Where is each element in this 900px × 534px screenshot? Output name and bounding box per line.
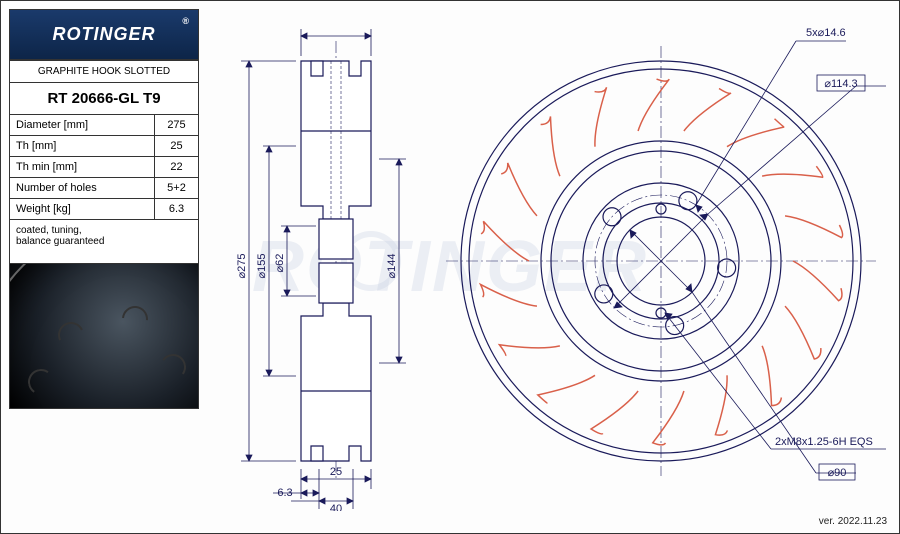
dim-thk: 25 xyxy=(330,466,342,478)
dim-d62: ⌀62 xyxy=(274,254,286,273)
hook-slot xyxy=(538,375,595,403)
spec-note: coated, tuning, balance guaranteed xyxy=(10,220,199,264)
part-number: RT 20666-GL T9 xyxy=(10,83,199,115)
hook-slot xyxy=(499,345,559,356)
spec-value: 6.3 xyxy=(155,199,199,220)
hook-slot-icon xyxy=(54,318,87,351)
spec-row: Weight [kg]6.3 xyxy=(10,199,199,220)
hook-slot xyxy=(595,87,607,146)
hook-slot xyxy=(653,391,684,445)
hook-slot xyxy=(785,216,843,238)
technical-drawing: ⌀275 ⌀155 ⌀62 ⌀144 xyxy=(211,1,900,511)
spec-label: Number of holes xyxy=(10,178,155,199)
spec-row: Number of holes5+2 xyxy=(10,178,199,199)
hook-slot-icon xyxy=(117,301,154,338)
hook-slot xyxy=(591,391,638,434)
dim-d275: ⌀275 xyxy=(236,254,248,279)
spec-label: Diameter [mm] xyxy=(10,115,155,136)
spec-row: Th [mm]25 xyxy=(10,136,199,157)
hook-slot-icon xyxy=(26,367,56,397)
dim-offset: 6.3 xyxy=(277,487,292,499)
hook-slot xyxy=(715,375,727,435)
spec-value: 22 xyxy=(155,157,199,178)
hook-slot-icon xyxy=(158,352,188,382)
brand-logo: ROTINGER ® xyxy=(9,9,199,60)
callout-bore: ⌀90 xyxy=(828,467,847,479)
hook-slot xyxy=(684,89,731,132)
callout-bolt: 5x⌀14.6 xyxy=(806,27,846,39)
hook-slot xyxy=(762,166,823,177)
hook-slot xyxy=(501,163,537,216)
callout-thread: 2xM8x1.25-6H EQS xyxy=(775,436,873,448)
hook-slot xyxy=(727,119,784,147)
spec-label: Th [mm] xyxy=(10,136,155,157)
hook-slot xyxy=(541,116,560,176)
hook-slot xyxy=(481,221,529,261)
spec-panel: ROTINGER ® GRAPHITE HOOK SLOTTED RT 2066… xyxy=(9,9,199,409)
spec-row: Diameter [mm]275 xyxy=(10,115,199,136)
dim-d144: ⌀144 xyxy=(386,254,398,279)
spec-value: 5+2 xyxy=(155,178,199,199)
hook-slot xyxy=(638,79,669,131)
spec-value: 275 xyxy=(155,115,199,136)
version-label: ver. 2022.11.23 xyxy=(819,516,887,527)
dim-d155: ⌀155 xyxy=(256,254,268,279)
spec-table: GRAPHITE HOOK SLOTTED RT 20666-GL T9 Dia… xyxy=(9,60,199,264)
spec-row: Th min [mm]22 xyxy=(10,157,199,178)
dim-hat: 40 xyxy=(330,503,342,511)
callout-pcd: ⌀114.3 xyxy=(824,78,857,90)
spec-label: Th min [mm] xyxy=(10,157,155,178)
hook-slot xyxy=(793,261,842,301)
hook-slot xyxy=(762,346,781,406)
spec-label: Weight [kg] xyxy=(10,199,155,220)
bolt-hole xyxy=(679,192,697,210)
hook-slot xyxy=(481,284,537,306)
bolt-hole xyxy=(595,285,613,303)
product-photo xyxy=(9,264,199,409)
brand-name: ROTINGER xyxy=(52,24,155,44)
spec-value: 25 xyxy=(155,136,199,157)
hook-slot xyxy=(785,306,821,359)
product-subtitle: GRAPHITE HOOK SLOTTED xyxy=(10,61,199,83)
registered-icon: ® xyxy=(182,16,190,26)
